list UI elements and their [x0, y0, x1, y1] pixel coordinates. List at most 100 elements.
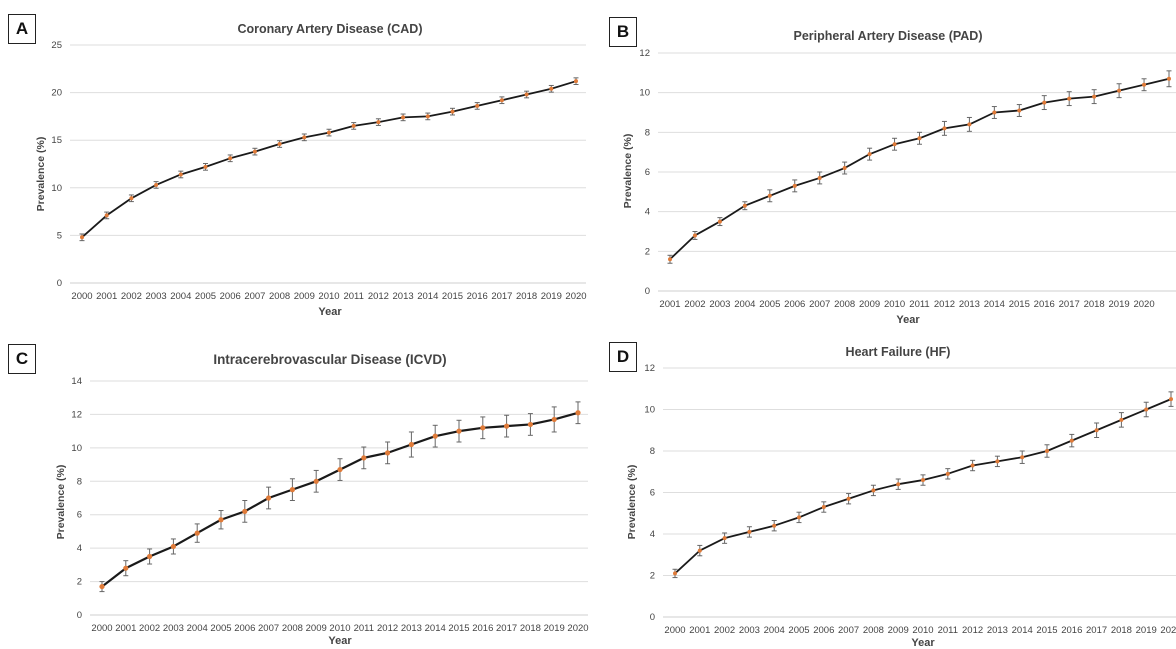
data-point [194, 530, 200, 536]
x-tick-label: 2005 [788, 625, 809, 636]
data-point [551, 416, 557, 423]
data-point [104, 213, 109, 218]
panel-letter: B [609, 17, 637, 47]
x-tick-label: 2010 [318, 291, 339, 302]
data-point [302, 135, 307, 140]
data-point [178, 172, 183, 177]
x-tick-label: 2001 [659, 299, 680, 310]
data-point [425, 114, 430, 119]
data-point [170, 543, 176, 550]
x-tick-label: 2013 [987, 625, 1008, 636]
x-axis-label: Year [896, 314, 920, 325]
data-point [337, 466, 343, 473]
y-axis-label: Prevalence (%) [35, 136, 47, 212]
data-point [995, 459, 1000, 464]
x-tick-label: 2015 [448, 623, 469, 634]
data-point [376, 120, 381, 125]
x-tick-label: 2006 [234, 623, 255, 634]
data-point [1144, 407, 1149, 412]
data-point [1045, 449, 1049, 453]
y-tick-label: 0 [650, 612, 655, 623]
x-tick-label: 2014 [984, 299, 1005, 310]
data-point [772, 523, 777, 528]
chart-title: Heart Failure (HF) [845, 345, 951, 359]
data-point [970, 463, 975, 468]
x-axis-label: Year [328, 635, 352, 647]
x-axis-label: Year [318, 306, 342, 318]
x-tick-label: 2015 [1009, 299, 1030, 310]
data-point [747, 529, 752, 534]
y-tick-label: 10 [639, 88, 650, 99]
data-point [1067, 96, 1072, 101]
data-point [917, 136, 922, 141]
series-line [101, 411, 579, 588]
data-point [673, 571, 677, 576]
data-point [1119, 417, 1124, 422]
data-point [1017, 108, 1022, 113]
x-tick-label: 2005 [759, 299, 780, 310]
x-tick-label: 2003 [739, 625, 760, 636]
data-point [668, 257, 672, 262]
y-tick-label: 12 [639, 48, 650, 59]
data-point [480, 425, 486, 431]
x-tick-label: 2007 [244, 291, 265, 302]
y-tick-label: 6 [645, 167, 650, 178]
data-point [203, 164, 208, 169]
y-tick-label: 10 [71, 443, 82, 454]
x-tick-label: 2016 [467, 291, 488, 302]
y-axis-label: Prevalence (%) [622, 133, 634, 209]
x-tick-label: 2019 [1109, 299, 1130, 310]
x-tick-label: 2014 [1012, 625, 1033, 636]
x-tick-label: 2012 [962, 625, 983, 636]
data-point [408, 441, 414, 448]
y-tick-label: 6 [650, 488, 655, 499]
data-point [967, 122, 972, 127]
x-tick-label: 2011 [343, 291, 363, 302]
y-tick-label: 2 [77, 577, 82, 588]
x-tick-label: 2020 [1160, 625, 1176, 636]
x-tick-label: 2007 [838, 625, 859, 636]
y-tick-label: 0 [77, 610, 82, 621]
data-point [697, 548, 702, 553]
x-tick-label: 2006 [784, 299, 805, 310]
x-tick-label: 2010 [912, 625, 933, 636]
data-point [892, 142, 897, 147]
chart-svg-pad: 0 2 4 6 8 10 12 2001 2002 2003 2004 2005 2006 2007 200… [639, 48, 1176, 310]
x-tick-label: 2003 [146, 291, 167, 302]
panel-letter: C [8, 344, 36, 374]
x-tick-label: 2009 [294, 291, 315, 302]
x-tick-label: 2008 [863, 625, 884, 636]
y-tick-label: 0 [645, 286, 650, 297]
data-point [1069, 438, 1074, 443]
x-tick-label: 2015 [442, 291, 463, 302]
data-point [896, 482, 901, 487]
data-point [1020, 455, 1025, 460]
x-tick-label: 2013 [393, 291, 414, 302]
x-axis-label: Year [911, 637, 935, 649]
data-point [242, 508, 248, 514]
y-tick-label: 15 [51, 135, 62, 146]
x-tick-label: 2005 [195, 291, 216, 302]
data-point [575, 410, 581, 416]
x-tick-label: 2016 [1034, 299, 1055, 310]
data-point [228, 156, 233, 161]
data-point [351, 123, 356, 128]
data-point [797, 515, 801, 520]
y-tick-label: 5 [57, 230, 62, 241]
data-point [767, 193, 772, 198]
x-tick-label: 2010 [884, 299, 905, 310]
series-line [669, 77, 1170, 260]
y-tick-label: 8 [650, 446, 655, 457]
data-point [992, 110, 997, 115]
x-tick-label: 2001 [96, 291, 117, 302]
x-tick-label: 2012 [368, 291, 389, 302]
x-tick-label: 2015 [1036, 625, 1057, 636]
data-point [692, 233, 697, 238]
data-point [1094, 428, 1099, 433]
data-point [385, 450, 391, 456]
data-point [313, 478, 319, 484]
data-point [154, 182, 159, 187]
y-axis-label: Prevalence (%) [55, 464, 67, 540]
data-point [99, 583, 105, 590]
